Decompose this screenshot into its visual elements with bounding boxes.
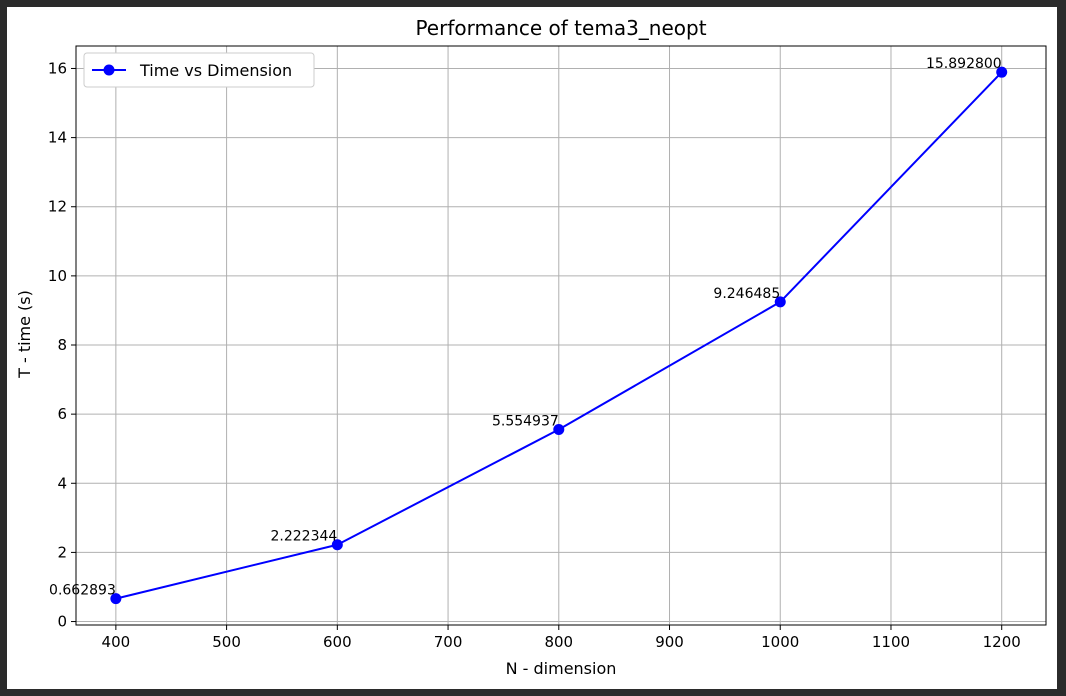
x-tick-label: 600	[323, 633, 352, 651]
x-tick-label: 500	[212, 633, 241, 651]
data-label: 2.222344	[271, 529, 338, 545]
data-label: 9.246485	[713, 286, 780, 302]
chart-title: Performance of tema3_neopt	[415, 16, 706, 40]
data-label: 5.554937	[492, 414, 559, 430]
data-label: 15.892800	[926, 56, 1002, 72]
grid	[76, 46, 1046, 625]
legend-box	[83, 52, 315, 88]
data-point	[774, 296, 786, 308]
y-tick-label: 2	[57, 543, 67, 561]
y-tick-label: 14	[48, 129, 67, 147]
y-axis-label: T - time (s)	[15, 290, 34, 379]
data-point	[110, 593, 122, 605]
y-tick-label: 16	[48, 59, 67, 77]
plot-area	[75, 45, 1047, 626]
x-tick-label: 1200	[983, 633, 1021, 651]
legend-label: Time vs Dimension	[139, 61, 292, 80]
data-point	[996, 66, 1008, 78]
legend-marker-swatch	[103, 64, 115, 76]
x-tick-label: 900	[655, 633, 684, 651]
y-tick-label: 4	[57, 474, 67, 492]
y-tick-label: 8	[57, 336, 67, 354]
chart-figure	[7, 7, 1057, 689]
data-point	[331, 539, 343, 551]
x-tick-label: 700	[434, 633, 463, 651]
data-label: 0.662893	[49, 583, 116, 599]
axis-ticks: 400 500 600 700 800 900 1000 1100 1200 0 2 4 6 8 10 12 1…	[48, 59, 1021, 651]
y-tick-label: 12	[48, 198, 67, 216]
y-tick-label: 6	[57, 405, 67, 423]
series-layer	[110, 66, 1008, 605]
x-tick-label: 800	[544, 633, 573, 651]
y-tick-label: 10	[48, 267, 67, 285]
legend: Time vs Dimension	[83, 52, 315, 88]
x-tick-label: 1000	[761, 633, 799, 651]
x-axis-label: N - dimension	[506, 659, 617, 678]
data-labels: 0.662893 2.222344 5.554937 9.246485 15.89280…	[49, 56, 1002, 598]
x-tick-label: 1100	[872, 633, 910, 651]
x-tick-label: 400	[102, 633, 131, 651]
data-point	[553, 424, 565, 436]
y-tick-label: 0	[57, 613, 67, 631]
